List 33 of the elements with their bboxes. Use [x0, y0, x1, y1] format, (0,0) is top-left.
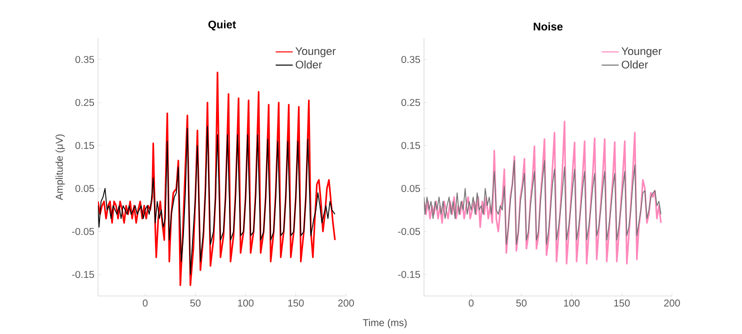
x-tick-label: 150	[288, 300, 304, 307]
legend-label: Younger	[296, 47, 336, 58]
x-tick-label: 50	[516, 300, 527, 307]
x-tick-label: 200	[664, 300, 680, 307]
x-tick-label: 100	[238, 300, 254, 307]
line-series	[98, 72, 336, 286]
y-tick-label: 0.15	[401, 142, 420, 150]
legend-label: Younger	[621, 47, 662, 58]
y-tick-label: -0.15	[72, 270, 94, 278]
y-tick-label: 0.25	[75, 98, 94, 106]
y-tick-label: 0.05	[75, 184, 94, 192]
line-series	[98, 126, 336, 275]
y-tick-label: 0.25	[401, 98, 420, 106]
x-axis-title: Time (ms)	[362, 318, 407, 328]
x-tick-label: 100	[564, 300, 580, 307]
x-tick-label: 150	[614, 300, 630, 307]
y-tick-label: 0.15	[75, 142, 94, 150]
x-tick-label: 50	[190, 300, 201, 307]
x-tick-label: 0	[142, 300, 148, 307]
chart-title: Quiet	[208, 20, 236, 30]
y-axis-title: Amplitude (μV)	[56, 134, 65, 200]
y-tick-label: 0.35	[401, 56, 420, 64]
x-tick-label: 0	[468, 300, 474, 307]
y-tick-label: -0.05	[72, 228, 94, 236]
y-tick-label: 0.35	[75, 56, 94, 64]
legend-label: Older	[622, 60, 648, 69]
y-tick-label: 0.05	[401, 184, 420, 192]
chart-title: Noise	[534, 22, 563, 30]
line-series	[424, 160, 662, 245]
legend-label: Older	[296, 60, 322, 69]
y-tick-label: -0.05	[398, 228, 420, 236]
x-tick-label: 200	[338, 300, 354, 307]
y-tick-label: -0.15	[398, 270, 420, 278]
